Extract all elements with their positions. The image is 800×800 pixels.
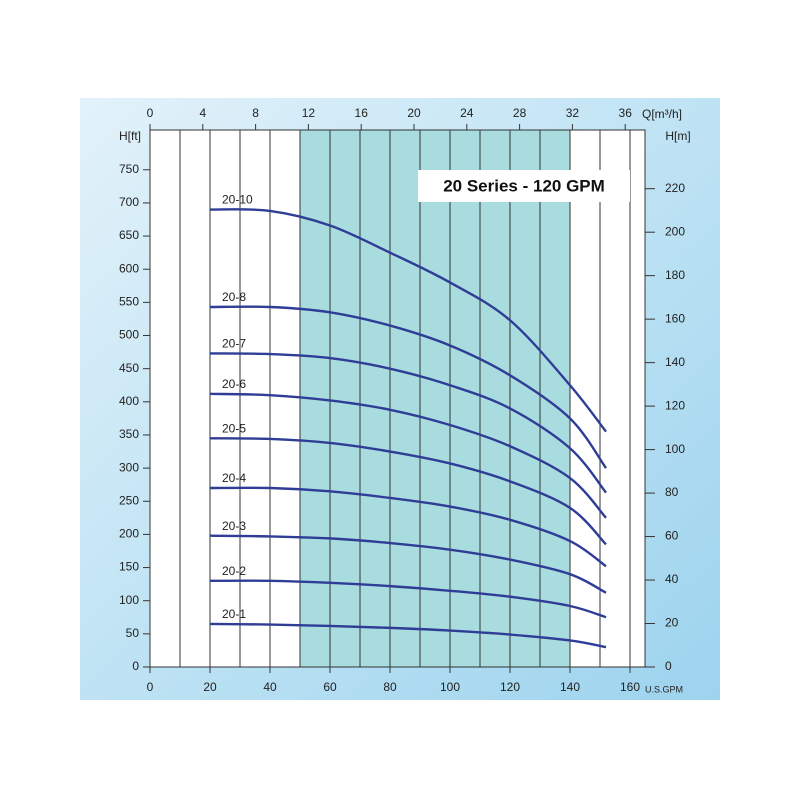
x2-axis-label: Q[m³/h] [642,107,682,121]
x2-tick-label: 32 [566,106,580,120]
x2-tick-label: 36 [619,106,633,120]
y-tick-label: 550 [119,295,139,309]
x-tick-label: 20 [203,680,217,694]
series-label: 20-7 [222,337,246,351]
y2-tick-label: 100 [665,442,685,456]
y-tick-label: 500 [119,328,139,342]
y-tick-label: 200 [119,527,139,541]
x-tick-label: 120 [500,680,520,694]
x-tick-label: 100 [440,680,460,694]
x2-tick-label: 24 [460,106,474,120]
series-line [209,622,607,649]
series-line [209,392,607,519]
shaded-range [300,130,570,667]
series-line [209,352,607,494]
x-tick-label: 80 [383,680,397,694]
series-line [209,579,607,619]
series-line [209,208,607,433]
y2-tick-label: 80 [665,485,679,499]
x-tick-label: 40 [263,680,277,694]
y-tick-label: 750 [119,162,139,176]
series-label: 20-8 [222,290,246,304]
y-tick-label: 650 [119,228,139,242]
series-label: 20-5 [222,421,246,435]
y2-tick-label: 40 [665,572,679,586]
x-tick-label: 140 [560,680,580,694]
y-tick-label: 350 [119,427,139,441]
y-tick-label: 600 [119,261,139,275]
x-tick-label: 0 [147,680,154,694]
y-tick-label: 450 [119,361,139,375]
y-tick-label: 700 [119,195,139,209]
series-label: 20-1 [222,607,246,621]
series-line [209,486,607,568]
y-tick-label: 50 [126,626,140,640]
series-line [209,534,607,594]
x2-tick-label: 16 [355,106,369,120]
y2-tick-label: 0 [665,659,672,673]
plot-frame [149,129,646,668]
series-label: 20-3 [222,519,246,533]
series-label: 20-2 [222,564,246,578]
y-tick-label: 250 [119,493,139,507]
x-tick-label: 160 [620,680,640,694]
y-tick-label: 400 [119,394,139,408]
series-label: 20-6 [222,377,246,391]
series-label: 20-4 [222,471,246,485]
x-axis-label: U.S.GPM [645,684,683,694]
x2-tick-label: 8 [252,106,259,120]
x2-tick-label: 0 [147,106,154,120]
y2-tick-label: 180 [665,268,685,282]
y2-tick-label: 220 [665,181,685,195]
series-line [209,437,607,546]
title-box [418,170,630,202]
y-tick-label: 0 [132,659,139,673]
x2-tick-label: 12 [302,106,316,120]
y-tick-label: 100 [119,593,139,607]
y2-axis-label: H[m] [665,129,690,143]
y-tick-label: 150 [119,560,139,574]
x2-tick-label: 28 [513,106,527,120]
y-axis-label: H[ft] [119,129,141,143]
x2-tick-label: 20 [407,106,421,120]
series-label: 20-10 [222,193,253,207]
y2-tick-label: 140 [665,355,685,369]
y2-tick-label: 60 [665,529,679,543]
chart-title: 20 Series - 120 GPM [443,176,605,195]
x-tick-label: 60 [323,680,337,694]
y2-tick-label: 160 [665,311,685,325]
y2-tick-label: 120 [665,398,685,412]
y2-tick-label: 20 [665,616,679,630]
series-line [209,305,607,469]
x2-tick-label: 4 [199,106,206,120]
y-tick-label: 300 [119,460,139,474]
y2-tick-label: 200 [665,224,685,238]
